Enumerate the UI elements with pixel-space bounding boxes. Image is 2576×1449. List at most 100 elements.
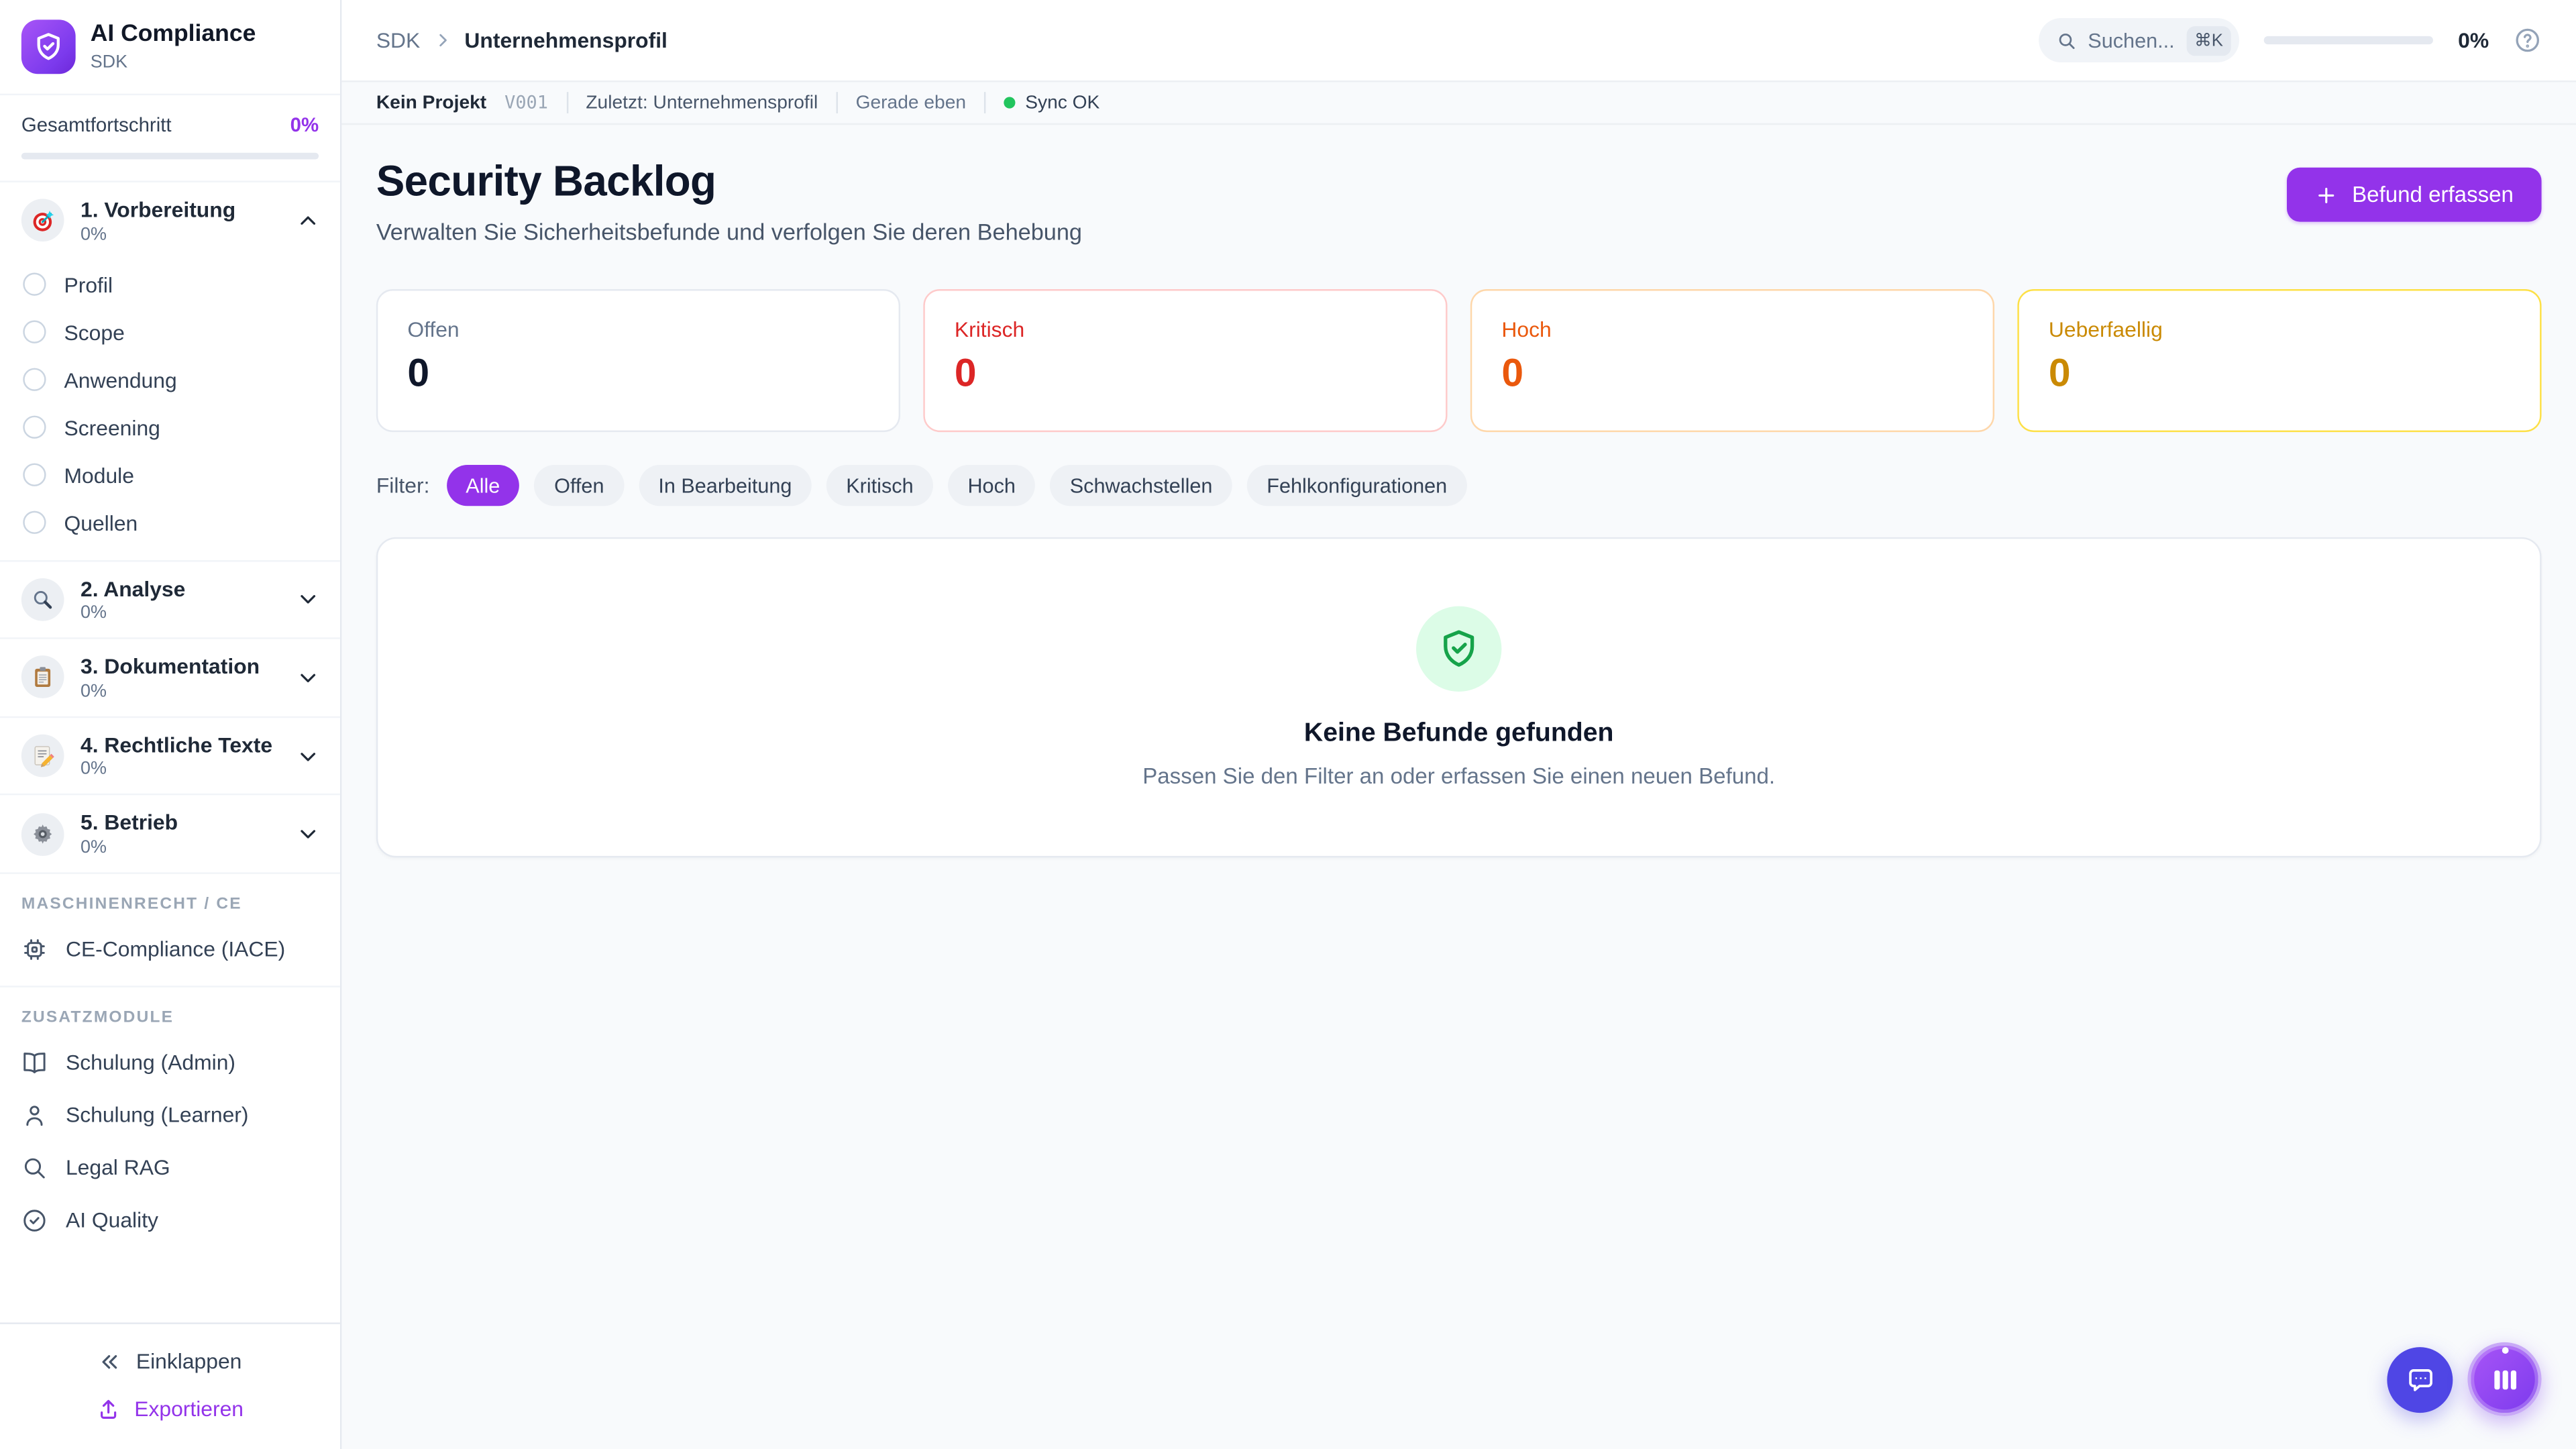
search-icon bbox=[2057, 30, 2076, 50]
stat-card-ueberfaellig: Ueberfaellig 0 bbox=[2017, 289, 2542, 433]
phase-betrieb-header[interactable]: 5. Betrieb 0% bbox=[0, 796, 340, 872]
empty-state-title: Keine Befunde gefunden bbox=[1303, 719, 1614, 748]
version-badge: V001 bbox=[504, 92, 549, 113]
sidebar-item-profil[interactable]: Profil bbox=[0, 260, 340, 308]
stat-value: 0 bbox=[954, 352, 977, 396]
divider bbox=[983, 92, 986, 113]
sidebar-item-schulung-learner[interactable]: Schulung (Learner) bbox=[0, 1089, 340, 1142]
radio-circle-icon bbox=[23, 463, 46, 487]
filter-chip-offen[interactable]: Offen bbox=[534, 465, 624, 506]
sidebar-item-label: CE-Compliance (IACE) bbox=[65, 937, 286, 962]
stat-value: 0 bbox=[407, 352, 430, 396]
overall-progress-bar bbox=[21, 152, 319, 160]
breadcrumb: SDK Unternehmensprofil bbox=[376, 28, 667, 53]
collapse-sidebar-button[interactable]: Einklappen bbox=[99, 1348, 242, 1374]
last-visited: Zuletzt: Unternehmensprofil bbox=[586, 93, 818, 113]
search-input[interactable]: Suchen... ⌘K bbox=[2038, 17, 2240, 63]
sidebar-item-quellen[interactable]: Quellen bbox=[0, 498, 340, 546]
filter-chip-fehlkonfigurationen[interactable]: Fehlkonfigurationen bbox=[1246, 465, 1467, 506]
sidebar-footer: Einklappen Exportieren bbox=[0, 1322, 340, 1449]
filter-chip-schwachstellen[interactable]: Schwachstellen bbox=[1050, 465, 1232, 506]
radio-circle-icon bbox=[23, 320, 46, 344]
chevron-up-icon bbox=[297, 210, 319, 231]
group-heading: MASCHINENRECHT / CE bbox=[21, 895, 242, 914]
stat-label: Offen bbox=[407, 317, 460, 342]
phase-percent: 0% bbox=[80, 837, 107, 858]
sidebar-item-legal-rag[interactable]: Legal RAG bbox=[0, 1142, 340, 1194]
topbar-controls: Suchen... ⌘K 0% bbox=[2038, 17, 2542, 63]
sync-ok-dot-icon bbox=[1004, 97, 1016, 109]
phase-vorbereitung-items: Profil Scope Anwendung Screening Module … bbox=[0, 259, 340, 559]
sync-label: Sync OK bbox=[1025, 93, 1100, 113]
chevron-right-icon bbox=[433, 32, 451, 50]
overall-progress-value: 0% bbox=[290, 113, 319, 137]
open-book-icon bbox=[21, 1050, 48, 1076]
sidebar: AI Compliance SDK Gesamtfortschritt 0% 1… bbox=[0, 0, 342, 1449]
sidebar-item-ce-compliance[interactable]: CE-Compliance (IACE) bbox=[0, 923, 340, 975]
sidebar-item-ai-quality[interactable]: AI Quality bbox=[0, 1194, 340, 1246]
stat-label: Kritisch bbox=[954, 317, 1025, 342]
page-title: Security Backlog bbox=[376, 156, 716, 206]
chat-bubble-icon bbox=[2404, 1364, 2436, 1396]
filter-chip-hoch[interactable]: Hoch bbox=[948, 465, 1036, 506]
filter-chip-kritisch[interactable]: Kritisch bbox=[826, 465, 934, 506]
app-title: AI Compliance bbox=[90, 21, 256, 48]
radio-circle-icon bbox=[23, 511, 46, 535]
breadcrumb-root[interactable]: SDK bbox=[376, 28, 421, 53]
sidebar-item-label: Scope bbox=[64, 319, 125, 345]
phase-rechtliche-texte-header[interactable]: 4. Rechtliche Texte 0% bbox=[0, 718, 340, 794]
phase-vorbereitung-header[interactable]: 1. Vorbereitung 0% bbox=[0, 182, 340, 259]
divider bbox=[566, 92, 568, 113]
stat-value: 0 bbox=[2048, 352, 2071, 396]
phase-analyse: 2. Analyse 0% bbox=[0, 561, 340, 640]
phase-betrieb: 5. Betrieb 0% bbox=[0, 796, 340, 874]
sync-status: Sync OK bbox=[1004, 93, 1100, 113]
help-icon[interactable] bbox=[2514, 26, 2542, 54]
sidebar-header: AI Compliance SDK bbox=[0, 0, 340, 96]
sidebar-item-label: Legal RAG bbox=[65, 1155, 170, 1181]
sidebar-item-scope[interactable]: Scope bbox=[0, 308, 340, 356]
status-bar: Kein Projekt V001 Zuletzt: Unternehmensp… bbox=[341, 82, 2576, 125]
stat-card-offen: Offen 0 bbox=[376, 289, 901, 433]
sidebar-item-screening[interactable]: Screening bbox=[0, 403, 340, 451]
phase-analyse-header[interactable]: 2. Analyse 0% bbox=[0, 561, 340, 638]
collapse-label: Einklappen bbox=[136, 1348, 242, 1374]
add-finding-button[interactable]: Befund erfassen bbox=[2286, 167, 2542, 222]
sidebar-item-anwendung[interactable]: Anwendung bbox=[0, 356, 340, 403]
stat-cards: Offen 0 Kritisch 0 Hoch 0 Ueberfaellig 0 bbox=[376, 289, 2542, 433]
breadcrumb-current: Unternehmensprofil bbox=[464, 28, 667, 53]
notification-dot-icon bbox=[2501, 1347, 2508, 1354]
stat-value: 0 bbox=[1501, 352, 1524, 396]
app-subtitle: SDK bbox=[90, 52, 128, 72]
filter-bar: Filter: Alle Offen In Bearbeitung Kritis… bbox=[376, 465, 2542, 506]
filter-chip-alle[interactable]: Alle bbox=[445, 465, 520, 506]
chevron-down-icon bbox=[297, 745, 319, 767]
last-saved-time: Gerade eben bbox=[855, 93, 967, 113]
topbar-progress-value: 0% bbox=[2458, 28, 2489, 53]
chat-button[interactable] bbox=[2387, 1347, 2453, 1413]
page-header: Security Backlog Verwalten Sie Sicherhei… bbox=[376, 153, 2542, 245]
overall-progress-label: Gesamtfortschritt bbox=[21, 113, 172, 137]
chevrons-left-icon bbox=[99, 1350, 121, 1373]
topbar: SDK Unternehmensprofil Suchen... ⌘K 0% bbox=[341, 0, 2576, 83]
export-button[interactable]: Exportieren bbox=[97, 1397, 244, 1421]
search-placeholder: Suchen... bbox=[2088, 28, 2175, 52]
phase-dokumentation-header[interactable]: 3. Dokumentation 0% bbox=[0, 639, 340, 716]
chevron-down-icon bbox=[297, 823, 319, 845]
phase-label: 4. Rechtliche Texte bbox=[80, 732, 273, 757]
plus-icon bbox=[2314, 183, 2337, 206]
phase-label: 2. Analyse bbox=[80, 576, 186, 601]
shield-check-icon bbox=[1416, 606, 1502, 692]
sidebar-item-label: Schulung (Admin) bbox=[65, 1051, 236, 1075]
phase-rechtliche-texte: 4. Rechtliche Texte 0% bbox=[0, 718, 340, 796]
page-subtitle: Verwalten Sie Sicherheitsbefunde und ver… bbox=[376, 218, 1082, 245]
filter-chip-in-bearbeitung[interactable]: In Bearbeitung bbox=[638, 465, 812, 506]
add-finding-label: Befund erfassen bbox=[2352, 182, 2514, 207]
board-view-button[interactable] bbox=[2467, 1342, 2542, 1417]
chevron-down-icon bbox=[297, 589, 319, 610]
radio-circle-icon bbox=[23, 415, 46, 439]
phase-percent: 0% bbox=[80, 681, 107, 702]
sidebar-item-module[interactable]: Module bbox=[0, 451, 340, 498]
sidebar-item-schulung-admin[interactable]: Schulung (Admin) bbox=[0, 1036, 340, 1089]
